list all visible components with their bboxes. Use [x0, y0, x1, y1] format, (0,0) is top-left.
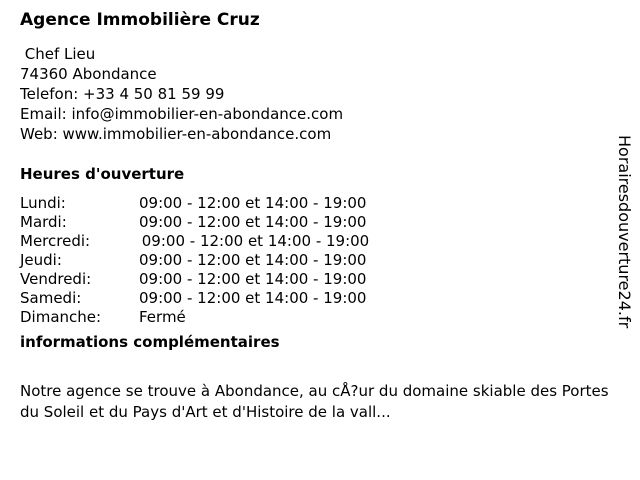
day-hours: 09:00 - 12:00 et 14:00 - 19:00: [139, 289, 367, 307]
watermark: Horairesdouverture24.fr: [615, 135, 634, 329]
day-label: Jeudi:: [20, 251, 62, 269]
address-line2: 74360 Abondance: [20, 65, 157, 83]
day-label: Vendredi:: [20, 270, 92, 288]
day-label: Mardi:: [20, 213, 67, 231]
hours-heading: Heures d'ouverture: [20, 165, 185, 183]
info-text: Notre agence se trouve à Abondance, au c…: [20, 382, 609, 421]
day-label: Lundi:: [20, 194, 66, 212]
email: Email: info@immobilier-en-abondance.com: [20, 105, 344, 123]
address-line1: Chef Lieu: [20, 45, 96, 63]
agency-contact: Chef Lieu 74360 Abondance Telefon: +33 4 5…: [20, 44, 343, 144]
website: Web: www.immobilier-en-abondance.com: [20, 125, 332, 143]
day-hours: 09:00 - 12:00 et 14:00 - 19:00: [139, 194, 367, 212]
day-label: Samedi:: [20, 289, 82, 307]
day-hours: 09:00 - 12:00 et 14:00 - 19:00: [139, 270, 367, 288]
day-label: Dimanche:: [20, 308, 102, 326]
day-hours: Fermé: [139, 308, 186, 326]
info-heading: informations complémentaires: [20, 333, 280, 351]
day-label: Mercredi:: [20, 232, 91, 250]
day-hours: 09:00 - 12:00 et 14:00 - 19:00: [139, 213, 367, 231]
agency-name: Agence Immobilière Cruz: [20, 10, 260, 30]
day-hours: 09:00 - 12:00 et 14:00 - 19:00: [137, 232, 370, 250]
phone: Telefon: +33 4 50 81 59 99: [20, 85, 225, 103]
day-hours: 09:00 - 12:00 et 14:00 - 19:00: [139, 251, 367, 269]
